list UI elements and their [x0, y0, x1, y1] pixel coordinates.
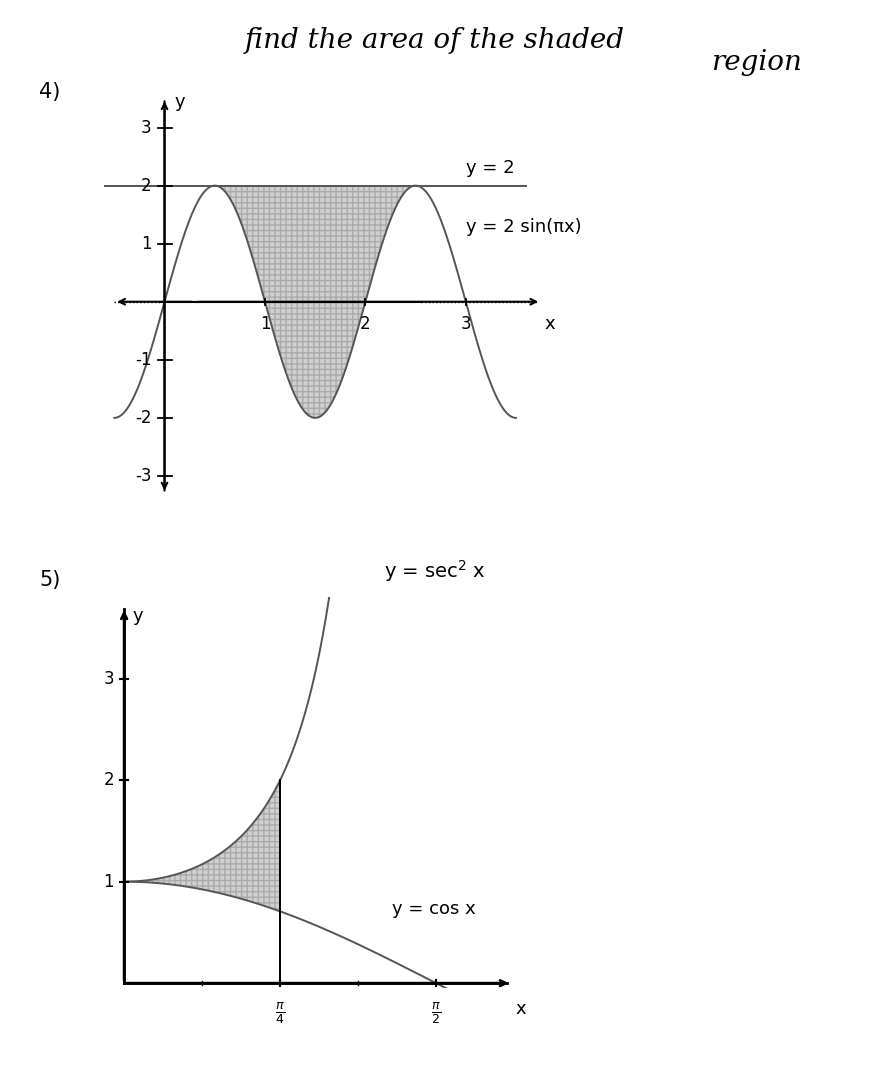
Text: 2: 2 [141, 177, 151, 194]
Text: y: y [175, 92, 185, 111]
Text: find the area of the shaded: find the area of the shaded [244, 27, 625, 54]
Text: $\frac{\pi}{2}$: $\frac{\pi}{2}$ [431, 1000, 441, 1026]
Text: x: x [515, 1000, 526, 1019]
Text: 3: 3 [103, 670, 114, 687]
Text: 1: 1 [260, 315, 270, 332]
Text: 2: 2 [360, 315, 371, 332]
Text: -3: -3 [135, 467, 151, 485]
Text: $\frac{\pi}{4}$: $\frac{\pi}{4}$ [275, 1000, 285, 1026]
Text: y = 2: y = 2 [466, 159, 514, 177]
Text: 3: 3 [461, 315, 471, 332]
Text: -2: -2 [135, 409, 151, 427]
Text: y: y [132, 607, 143, 626]
Text: 1: 1 [103, 873, 114, 891]
Text: -1: -1 [135, 351, 151, 369]
Text: 4): 4) [39, 81, 61, 102]
Text: 5): 5) [39, 570, 61, 591]
Text: x: x [544, 315, 554, 332]
Text: region: region [711, 49, 801, 76]
Text: y = sec$^{2}$ x: y = sec$^{2}$ x [383, 558, 486, 584]
Text: 2: 2 [103, 771, 114, 790]
Text: 3: 3 [141, 118, 151, 137]
Text: y = cos x: y = cos x [392, 900, 476, 918]
Text: 1: 1 [141, 235, 151, 253]
Text: y = 2 sin(πx): y = 2 sin(πx) [466, 217, 581, 236]
